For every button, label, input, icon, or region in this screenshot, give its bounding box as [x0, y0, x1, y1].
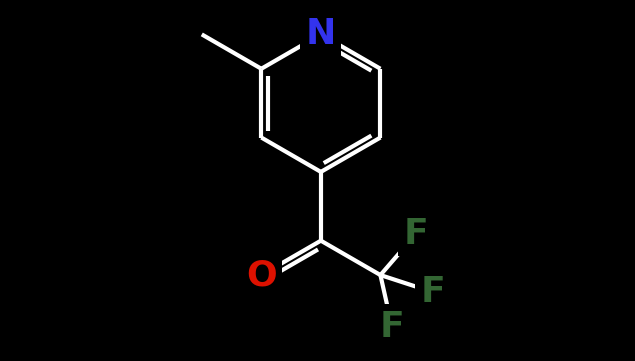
Text: F: F [380, 310, 404, 344]
Text: N: N [305, 17, 336, 51]
Text: F: F [421, 275, 446, 309]
Text: F: F [404, 217, 429, 251]
Text: O: O [246, 258, 277, 292]
